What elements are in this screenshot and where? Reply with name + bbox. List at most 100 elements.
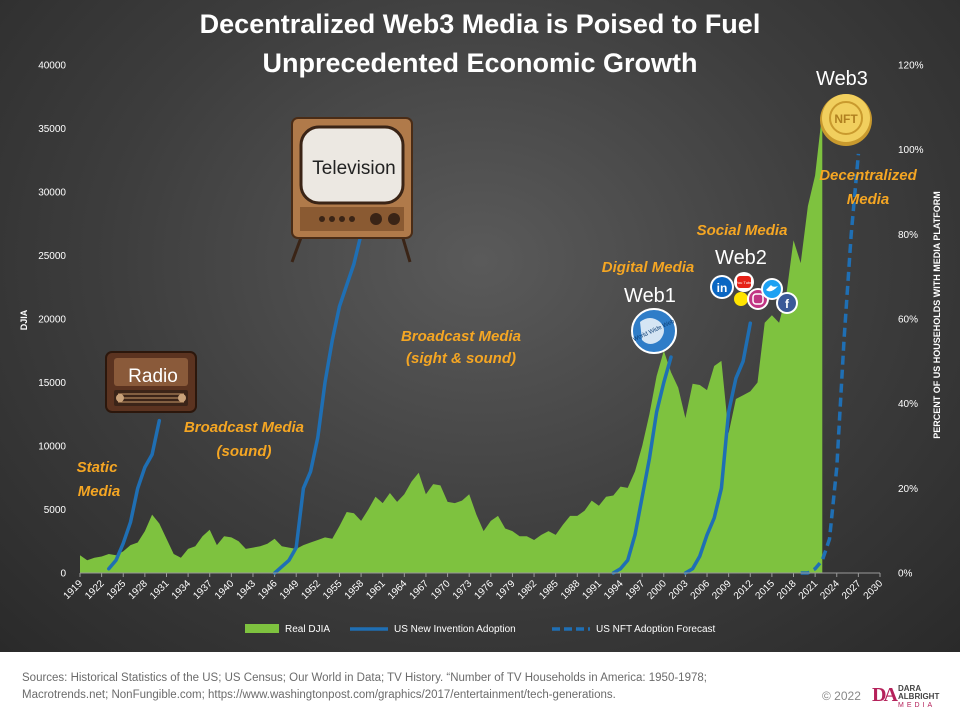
- y-right-tick-label: 20%: [898, 484, 918, 495]
- nft-coin-icon: NFT: [820, 94, 872, 146]
- x-tick-label: 2015: [754, 578, 778, 602]
- x-tick-label: 1967: [408, 578, 432, 602]
- x-tick-label: 1982: [516, 578, 540, 602]
- y-right-tick-label: 0%: [898, 569, 913, 580]
- legend-item-new-invention: US New Invention Adoption: [350, 624, 516, 635]
- sources-line1: Sources: Historical Statistics of the US…: [22, 672, 707, 684]
- x-axis-ticks: 1919192219251928193119341937194019431946…: [62, 573, 885, 602]
- svg-text:You Tube: You Tube: [736, 280, 754, 285]
- x-tick-label: 1943: [235, 578, 259, 602]
- brand-line1: DARA: [898, 684, 922, 693]
- series-real-djia-area: [80, 112, 823, 573]
- annotation-static-media-line2: Media: [78, 483, 121, 500]
- television-label: Television: [312, 158, 395, 179]
- svg-text:NFT: NFT: [834, 112, 858, 126]
- x-tick-label: 1946: [256, 578, 280, 602]
- annotation-broadcast-sound-line2: (sound): [217, 443, 272, 460]
- x-tick-label: 2018: [775, 578, 799, 602]
- legend-label-new-invention: US New Invention Adoption: [394, 624, 516, 635]
- x-tick-label: 2027: [840, 578, 864, 602]
- series-layer: [80, 112, 861, 575]
- x-tick-label: 1976: [472, 578, 496, 602]
- x-tick-label: 1997: [624, 578, 648, 602]
- x-tick-label: 1937: [191, 578, 215, 602]
- legend-label-nft-forecast: US NFT Adoption Forecast: [596, 624, 716, 635]
- series-new-invention-adoption-line: [272, 232, 363, 575]
- sources-line2: Macrotrends.net; NonFungible.com; https:…: [22, 689, 616, 701]
- y-left-tick-label: 30000: [38, 188, 66, 199]
- x-tick-label: 1979: [494, 578, 518, 602]
- chart-panel: Decentralized Web3 Media is Poised to Fu…: [0, 0, 960, 652]
- web2-label: Web2: [715, 247, 767, 269]
- x-tick-label: 2012: [732, 578, 756, 602]
- x-tick-label: 1925: [105, 578, 129, 602]
- radio-icon: [105, 351, 197, 413]
- y-axis-left-ticks: 0 5000 10000 15000 20000 25000 30000 35000 40000: [38, 61, 66, 580]
- x-tick-label: 2021: [797, 578, 821, 602]
- x-tick-label: 2003: [667, 578, 691, 602]
- twitter-icon: [761, 278, 783, 300]
- x-tick-label: 1922: [83, 578, 107, 602]
- brand-line3: MEDIA: [898, 702, 936, 709]
- series-nft-forecast-line: [800, 153, 861, 575]
- x-tick-label: 1961: [364, 578, 388, 602]
- y-left-tick-label: 10000: [38, 442, 66, 453]
- legend-item-real-djia: Real DJIA: [245, 624, 330, 635]
- y-right-tick-label: 120%: [898, 61, 924, 72]
- y-left-tick-label: 20000: [38, 315, 66, 326]
- y-axis-left-label: DJIA: [19, 309, 29, 330]
- youtube-icon: You Tube: [734, 272, 754, 292]
- x-tick-label: 1949: [278, 578, 302, 602]
- y-left-tick-label: 40000: [38, 61, 66, 72]
- x-tick-label: 2000: [645, 578, 669, 602]
- x-tick-label: 1934: [170, 578, 194, 602]
- x-tick-label: 2006: [689, 578, 713, 602]
- linkedin-icon: in: [710, 275, 734, 299]
- series-new-invention-adoption-line: [683, 321, 753, 575]
- y-right-tick-label: 60%: [898, 315, 918, 326]
- y-left-tick-label: 15000: [38, 378, 66, 389]
- annotation-social-media: Social Media: [697, 222, 788, 239]
- y-axis-right-ticks: 0% 20% 40% 60% 80% 100% 120%: [898, 61, 924, 580]
- y-left-tick-label: 0: [60, 569, 66, 580]
- legend: Real DJIA US New Invention Adoption US N…: [245, 624, 716, 635]
- svg-text:f: f: [785, 297, 790, 311]
- y-left-tick-label: 25000: [38, 251, 66, 262]
- web3-label: Web3: [816, 68, 868, 90]
- radio-label: Radio: [128, 366, 178, 387]
- x-tick-label: 1958: [343, 578, 367, 602]
- series-new-invention-adoption-line: [611, 355, 673, 575]
- annotation-decentralized-line2: Media: [847, 191, 890, 208]
- x-tick-label: 1919: [62, 578, 86, 602]
- legend-item-nft-forecast: US NFT Adoption Forecast: [552, 624, 716, 635]
- social-icons: in You Tube f: [710, 272, 798, 314]
- y-right-tick-label: 100%: [898, 145, 924, 156]
- x-tick-label: 2009: [710, 578, 734, 602]
- annotation-broadcast-sight-line2: (sight & sound): [406, 350, 516, 367]
- brand-mark: DA: [872, 684, 898, 706]
- x-tick-label: 1940: [213, 578, 237, 602]
- y-left-tick-label: 35000: [38, 124, 66, 135]
- y-axis-right-label: PERCENT OF US HOUSEHOLDS WITH MEDIA PLAT…: [932, 191, 942, 439]
- x-tick-label: 1964: [386, 578, 410, 602]
- chart-title-line2: Unprecedented Economic Growth: [262, 48, 697, 78]
- annotation-broadcast-sound-line1: Broadcast Media: [184, 419, 304, 436]
- x-tick-label: 1991: [581, 578, 605, 602]
- chart-title-line1: Decentralized Web3 Media is Poised to Fu…: [200, 9, 761, 39]
- y-right-tick-label: 80%: [898, 230, 918, 241]
- web1-label: Web1: [624, 285, 676, 307]
- brand-line2: ALBRIGHT: [898, 692, 940, 701]
- y-right-tick-label: 40%: [898, 399, 918, 410]
- snapchat-icon: [734, 292, 748, 306]
- x-tick-label: 1928: [126, 578, 150, 602]
- annotation-digital-media: Digital Media: [602, 259, 695, 276]
- y-left-tick-label: 5000: [44, 505, 67, 516]
- footer: [0, 652, 960, 720]
- x-tick-label: 1931: [148, 578, 172, 602]
- x-tick-label: 1994: [602, 578, 626, 602]
- facebook-icon: f: [776, 292, 798, 314]
- television-icon: [290, 117, 413, 263]
- x-tick-label: 1985: [537, 578, 561, 602]
- x-tick-label: 1970: [429, 578, 453, 602]
- series-new-invention-adoption-line: [107, 418, 162, 571]
